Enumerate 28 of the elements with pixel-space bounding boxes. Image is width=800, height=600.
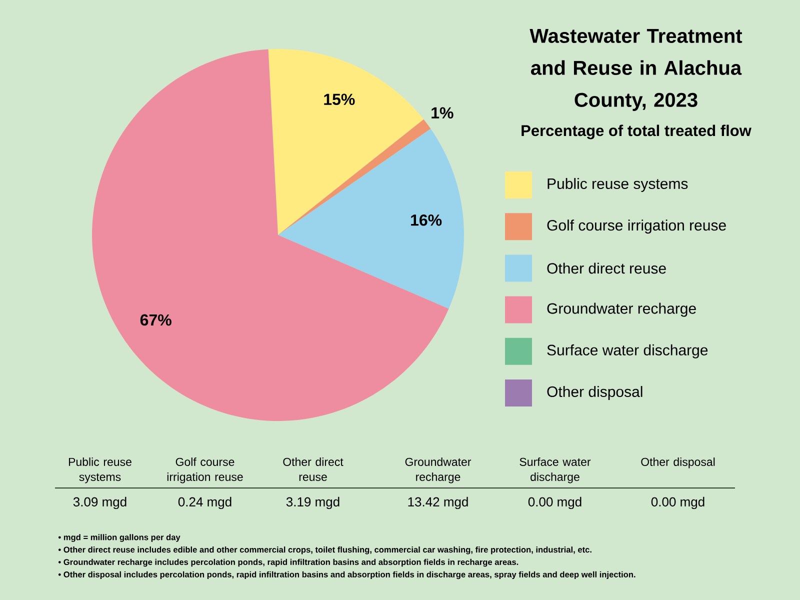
category-label: Golf course irrigation reuse (167, 458, 243, 484)
category-label: Other direct reuse (283, 458, 344, 481)
text: 3.19 mgd (286, 496, 340, 510)
legend-label: Groundwater recharge (547, 302, 696, 317)
text: • Other direct reuse includes edible and other commercial crops, toilet flushing, commercial car washing, fire protection, industrial, etc. (58, 546, 592, 554)
text: Percentage of total treated flow (522, 124, 752, 140)
text: • Groundwater recharge includes percolation ponds, rapid infiltration basins and absorption fields in recharge areas. (58, 558, 518, 567)
data-label: 1% (432, 107, 454, 119)
text: • Other disposal includes percolation ponds, rapid infiltration basins and absorption fields in discharge areas, spray fields and deep well injection. (58, 571, 636, 580)
text: • mgd = million gallons per day (58, 534, 180, 542)
data-label: 15% (324, 94, 355, 105)
slice-label: Groundwater recharge (405, 458, 472, 484)
data-label: 67% (140, 314, 172, 326)
category-label: Other disposal (641, 458, 715, 468)
text: Wastewater Treatment and Reuse in Alachua County, 2023 (530, 29, 742, 111)
category-label: Public reuse systems (68, 458, 132, 484)
legend-label: Surface water discharge (547, 344, 708, 358)
legend-label: Other disposal (547, 386, 642, 400)
text: 3.09 mgd (73, 496, 126, 510)
category-label: Surface water discharge (520, 458, 591, 484)
data-label: 16% (411, 214, 442, 226)
text: 0.00 mgd (528, 496, 582, 510)
text: 13.42 mgd (408, 496, 468, 510)
text: 0.24 mgd (178, 496, 232, 510)
legend-label: Golf course irrigation reuse (547, 220, 726, 234)
legend-label: Other direct reuse (547, 262, 666, 274)
legend-label: Public reuse systems (548, 178, 688, 192)
text: 0.00 mgd (651, 496, 704, 510)
